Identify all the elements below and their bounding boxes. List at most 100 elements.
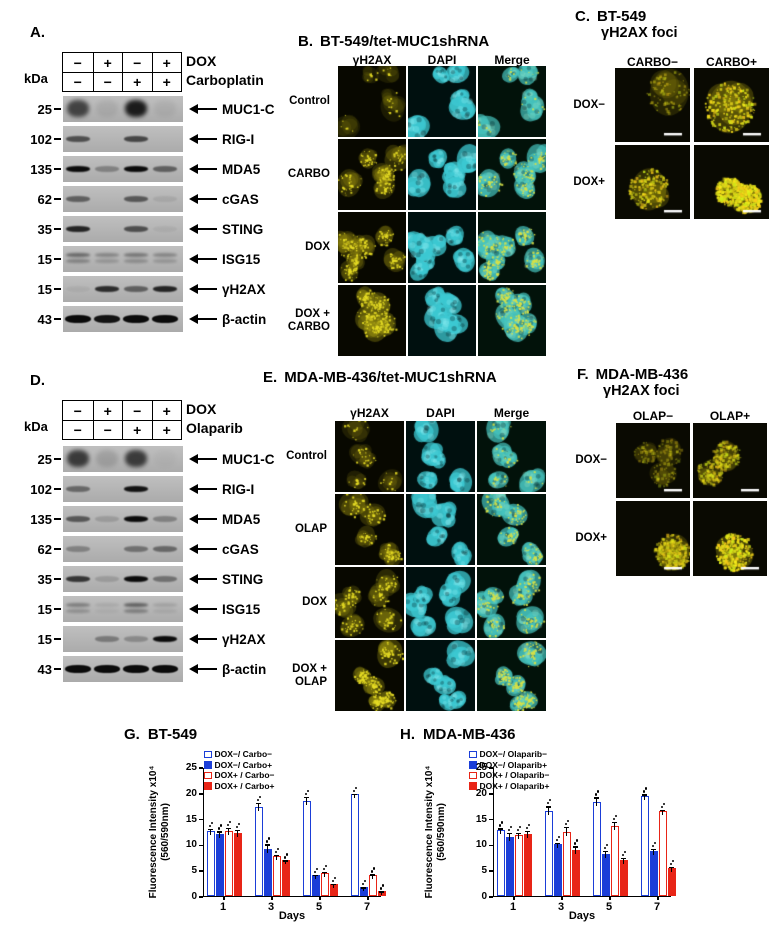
- y-axis-label-line1: Fluorescence Intensity x10⁴: [424, 765, 435, 899]
- legend-label: DOX−/ Carbo+: [214, 759, 273, 770]
- error-bar: [362, 887, 365, 892]
- treatment-label-dox: DOX: [186, 53, 217, 69]
- row-label-line: DOX +: [295, 307, 330, 320]
- bar-day1-series2: [514, 825, 523, 896]
- row-label-line: DOX: [305, 241, 330, 253]
- data-point: [643, 790, 646, 793]
- protein-band: [65, 315, 91, 323]
- blot-row-γH2AX: 15 γH2AX: [16, 624, 275, 654]
- legend-item: DOX+ / Olaparib+: [469, 781, 549, 792]
- microscopy-row-e2: DOX: [273, 567, 546, 638]
- error-bar: [314, 874, 317, 880]
- protein-label: cGAS: [222, 541, 259, 557]
- protein-band: [95, 166, 119, 172]
- protein-band: [124, 196, 148, 202]
- y-tick-label: 25: [185, 762, 197, 773]
- treatment-sign-table-a: − + − + − − + +: [62, 52, 182, 92]
- row-label-line: Control: [286, 450, 327, 462]
- protein-band: [96, 100, 118, 117]
- blot-strip-ISG15: [63, 246, 183, 272]
- data-point: [314, 870, 317, 874]
- micro-image-e1-yh2ax: [335, 494, 404, 565]
- y-tick: [199, 818, 203, 821]
- protein-label: γH2AX: [222, 631, 266, 647]
- panel-c-title-line2: γH2AX foci: [601, 25, 678, 41]
- error-bar-cap: [351, 793, 358, 796]
- band-arrow: [189, 634, 217, 644]
- arrow-line: [198, 257, 217, 261]
- row-label: DOX−: [575, 454, 607, 466]
- bar-day7-series1: [359, 880, 368, 896]
- legend-swatch: [204, 761, 212, 769]
- error-bar: [643, 794, 646, 800]
- treatment-sign: −: [73, 54, 82, 71]
- protein-band: [153, 259, 177, 263]
- error-bar-cap: [303, 796, 310, 799]
- chart-h-panel-label: H.: [400, 726, 415, 743]
- data-point: [305, 792, 308, 796]
- blot-row-RIG-I: 102 RIG-I: [16, 474, 275, 504]
- error-bar-cap: [369, 874, 376, 876]
- panel-e-title: E. MDA-MB-436/tet-MUC1shRNA: [263, 369, 497, 386]
- row-label: DOX + CARBO: [276, 308, 336, 334]
- data-point: [508, 828, 511, 831]
- protein-band: [95, 253, 119, 257]
- arrow-line: [198, 607, 217, 611]
- protein-band: [66, 226, 90, 232]
- microscopy-row-e3: DOX + OLAP: [273, 640, 546, 711]
- error-bar: [556, 842, 559, 849]
- micro-image-b3-yh2ax: [338, 285, 406, 356]
- band-arrow: [189, 134, 217, 144]
- data-point: [211, 821, 214, 825]
- protein-label: cGAS: [222, 191, 259, 207]
- data-point: [218, 827, 221, 830]
- row-label: DOX−: [573, 98, 605, 111]
- blot-row-β-actin: 43 β-actin: [16, 304, 275, 334]
- protein-band: [125, 450, 147, 467]
- error-bar: [595, 797, 598, 806]
- blot-strip-γH2AX: [63, 626, 183, 652]
- chart-g-panel-label: G.: [124, 726, 140, 743]
- row-label: DOX+: [575, 532, 607, 544]
- arrowhead-left-icon: [189, 664, 198, 674]
- y-tick: [199, 896, 203, 898]
- bar-day5-series3: [619, 850, 628, 896]
- protein-label: MUC1-C: [222, 451, 275, 467]
- data-point: [220, 824, 223, 827]
- protein-band: [153, 226, 177, 232]
- x-tick-label: 3: [267, 901, 275, 913]
- row-label-line: DOX +: [292, 662, 327, 675]
- protein-label: MDA5: [222, 161, 261, 177]
- data-point: [597, 790, 600, 793]
- data-point: [549, 799, 552, 802]
- bar-day1-series1: [215, 824, 224, 896]
- blot-strip-cGAS: [63, 536, 183, 562]
- y-tick-label: 20: [475, 787, 487, 799]
- bar-day3-series2: [562, 819, 571, 896]
- data-point: [615, 814, 618, 817]
- blot-row-ISG15: 15 ISG15: [16, 594, 275, 624]
- protein-band: [66, 576, 90, 582]
- arrow-line: [198, 317, 217, 321]
- legend-swatch: [469, 782, 477, 790]
- x-tick: [561, 897, 563, 900]
- chart-legend: DOX−/ Olaparib− DOX−/ Olaparib+ DOX+ / Ola…: [469, 749, 549, 791]
- kda-value: 25: [37, 451, 52, 467]
- blot-strip-RIG-I: [63, 476, 183, 502]
- kda-tick: [54, 668, 61, 670]
- row-label: CARBO: [276, 168, 336, 181]
- protein-band: [95, 603, 119, 607]
- kda-value: 15: [37, 601, 52, 617]
- bar-day7-series3: [667, 860, 676, 896]
- kda-tick: [54, 198, 61, 200]
- micro-image-e3-merge: [477, 640, 546, 711]
- treatment-sign: +: [151, 53, 182, 72]
- error-bar-cap: [282, 860, 289, 862]
- protein-band: [95, 576, 119, 582]
- error-bar-cap: [620, 857, 627, 860]
- blot-strip-MDA5: [63, 156, 183, 182]
- arrowhead-left-icon: [189, 194, 198, 204]
- treatment-sign: −: [63, 420, 93, 439]
- kda-value: 43: [37, 311, 52, 327]
- row-label: Control: [276, 95, 336, 108]
